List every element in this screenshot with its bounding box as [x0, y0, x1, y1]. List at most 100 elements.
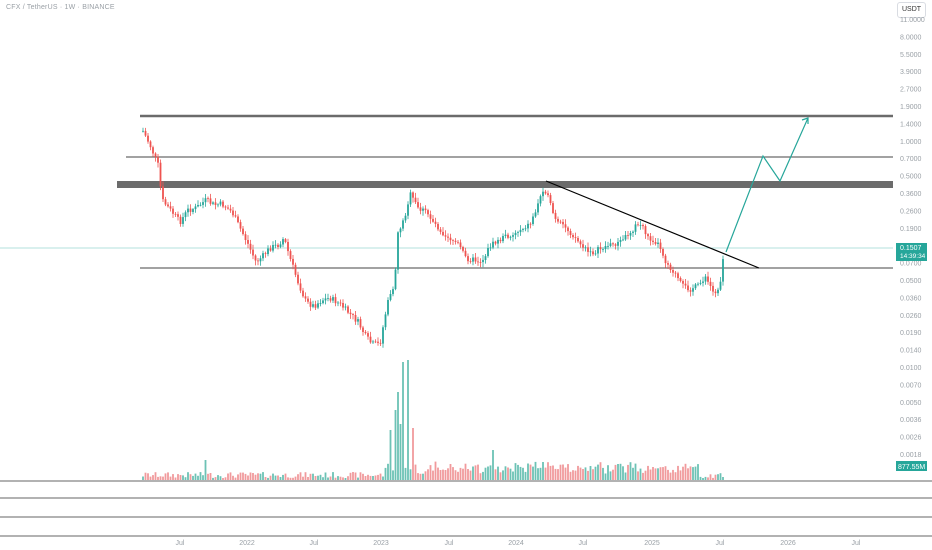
candle-body: [379, 342, 382, 344]
candle-body: [174, 213, 177, 215]
candle-body: [687, 285, 689, 291]
candle-body: [607, 246, 609, 247]
volume-bar: [277, 475, 279, 480]
candle-body: [449, 237, 452, 241]
volume-bar: [424, 471, 427, 480]
volume-bar: [177, 474, 179, 480]
time-axis[interactable]: Jul 2022 Jul 2023 Jul 2024 Jul 2025 Jul 2026 Jul: [176, 540, 861, 547]
candle-body: [154, 153, 157, 157]
candle-body: [304, 296, 307, 299]
candle-body: [549, 195, 552, 203]
volume-bar: [722, 477, 724, 480]
candle-body: [242, 228, 244, 235]
candle-body: [442, 231, 444, 236]
volume-bar: [234, 477, 237, 480]
candle-body: [324, 298, 327, 301]
candle-body: [419, 207, 422, 211]
volume-bar: [672, 469, 674, 480]
volume-bar: [249, 472, 252, 480]
volume-bar: [357, 477, 359, 480]
price-tick-label: 0.2600: [900, 208, 922, 215]
candle-body: [272, 245, 274, 251]
volume-bar: [167, 472, 169, 480]
volume-bar: [544, 467, 547, 480]
volume-bar: [689, 466, 692, 480]
candle-body: [657, 242, 659, 244]
volume-bar: [582, 469, 584, 480]
volume-bar: [182, 475, 184, 480]
candle-body: [559, 221, 562, 223]
candle-body: [267, 248, 269, 255]
candles-group: [142, 127, 724, 348]
currency-button[interactable]: USDT: [897, 2, 926, 18]
volume-bar: [612, 469, 614, 480]
candle-body: [629, 233, 632, 236]
candle-body: [652, 240, 654, 242]
candle-body: [204, 198, 207, 203]
candle-body: [409, 192, 412, 205]
price-tick-label: 1.9000: [900, 104, 922, 111]
candle-body: [344, 306, 347, 308]
candle-body: [167, 204, 169, 207]
volume-bar: [644, 470, 647, 480]
volume-bar: [492, 450, 494, 480]
time-tick-label: 2022: [239, 540, 255, 547]
candle-body: [467, 256, 469, 262]
candle-body: [679, 278, 682, 281]
candle-body: [394, 269, 397, 290]
volume-bars-group: [142, 360, 724, 480]
candle-body: [542, 191, 544, 197]
volume-bar: [252, 473, 254, 480]
candle-body: [674, 272, 677, 274]
candle-body: [207, 198, 209, 199]
candle-body: [429, 214, 432, 219]
price-tick-label: 0.1900: [900, 226, 922, 233]
volume-bar: [289, 477, 292, 480]
candle-body: [372, 341, 374, 343]
projection-arrow-head: [801, 117, 809, 124]
volume-bar: [537, 468, 539, 480]
candle-body: [719, 281, 722, 290]
candle-body: [689, 290, 692, 292]
volume-bar: [479, 473, 482, 480]
candle-body: [524, 228, 527, 230]
volume-bar: [259, 473, 262, 480]
volume-bar: [434, 461, 437, 480]
volume-bar: [274, 475, 277, 480]
volume-bar: [179, 475, 182, 480]
volume-bar: [464, 463, 467, 480]
volume-bar: [204, 460, 207, 480]
volume-bar: [339, 476, 342, 480]
candle-body: [194, 206, 197, 210]
volume-bar: [422, 473, 424, 480]
time-tick-label: 2025: [644, 540, 660, 547]
volume-bar: [512, 471, 514, 480]
candle-body: [352, 314, 354, 315]
volume-bar: [397, 392, 399, 480]
candle-body: [634, 224, 637, 232]
volume-bar: [402, 362, 404, 480]
volume-bar: [439, 470, 442, 480]
candle-body: [464, 250, 467, 257]
volume-bar: [487, 466, 489, 480]
candle-body: [469, 261, 472, 262]
volume-bar: [329, 476, 332, 480]
candle-body: [212, 202, 214, 204]
time-tick-label: Jul: [176, 540, 185, 547]
candle-body: [709, 281, 712, 286]
candle-body: [164, 199, 167, 205]
candle-body: [477, 261, 479, 263]
candle-body: [504, 234, 507, 236]
price-axis[interactable]: 11.0000 8.0000 5.5000 3.9000 2.7000 1.9000 1.4…: [900, 17, 925, 459]
price-tick-label: 0.0140: [900, 348, 922, 355]
candle-body: [649, 236, 652, 241]
volume-bar: [674, 472, 677, 480]
volume-bar: [154, 472, 157, 480]
volume-bar: [677, 465, 679, 480]
volume-bar: [667, 469, 669, 480]
volume-bar: [652, 467, 654, 480]
candle-body: [332, 297, 334, 301]
candle-body: [587, 247, 589, 252]
volume-bar: [207, 473, 209, 480]
